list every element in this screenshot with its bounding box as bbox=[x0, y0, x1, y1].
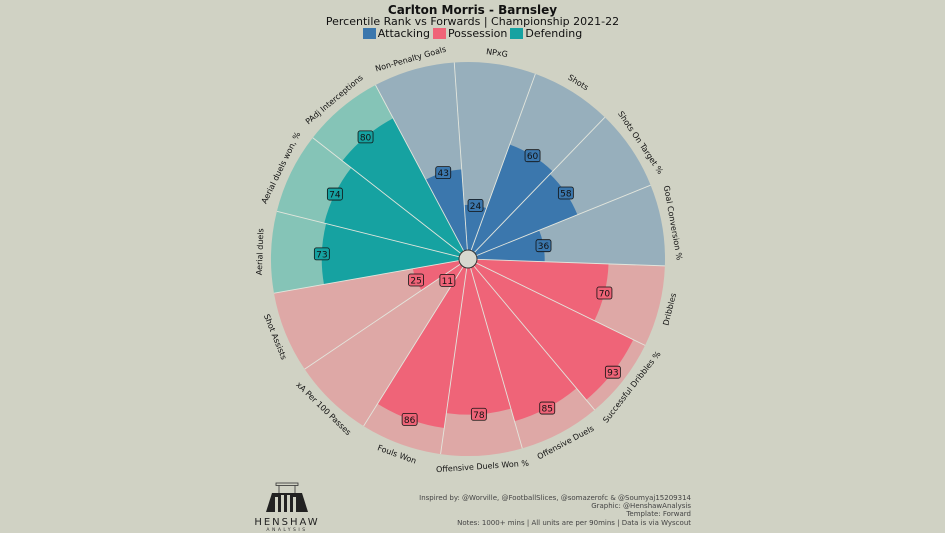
logo-sub: ANALYSIS bbox=[266, 528, 308, 533]
category-label: Aerial duels bbox=[255, 228, 266, 275]
slice-divider bbox=[473, 116, 606, 253]
slice-bar bbox=[377, 266, 467, 429]
slice-bar bbox=[464, 204, 487, 251]
value-badge bbox=[467, 199, 484, 212]
slice-bar bbox=[425, 169, 468, 252]
category-label: NPxG bbox=[486, 47, 509, 59]
logo-name: HENSHAW bbox=[254, 517, 320, 528]
category-label: Goal Conversion % bbox=[662, 185, 684, 262]
value-badge bbox=[604, 365, 621, 379]
slice-bar bbox=[473, 262, 634, 400]
value-badge bbox=[408, 273, 424, 287]
value-label: 11 bbox=[442, 277, 453, 287]
legend-label-defending: Defending bbox=[525, 27, 583, 40]
slice-bar bbox=[476, 230, 545, 262]
legend-item-possession: Possession bbox=[432, 27, 508, 40]
value-label: 70 bbox=[599, 290, 611, 300]
legend-label-attacking: Attacking bbox=[377, 27, 430, 40]
slice-divider bbox=[470, 267, 523, 449]
stadium-icon bbox=[266, 482, 308, 512]
value-label: 36 bbox=[538, 242, 550, 252]
slice-divider bbox=[273, 260, 460, 294]
legend-item-defending: Defending bbox=[510, 27, 582, 40]
value-label: 24 bbox=[470, 202, 482, 212]
value-badge bbox=[357, 130, 374, 144]
value-badge bbox=[539, 401, 556, 415]
slice-divider bbox=[304, 263, 461, 370]
slice-divider bbox=[476, 258, 665, 267]
center-circle bbox=[458, 249, 478, 269]
slice-bar bbox=[412, 260, 461, 291]
slice-divider bbox=[375, 84, 465, 252]
value-badge bbox=[326, 187, 343, 201]
category-label: Dribbles bbox=[661, 292, 678, 326]
value-badge bbox=[313, 247, 330, 261]
slice-divider bbox=[312, 137, 462, 254]
slice-bar bbox=[471, 144, 553, 253]
chart-title: Carlton Morris - Barnsley bbox=[387, 3, 558, 17]
slice-divider bbox=[476, 184, 651, 257]
value-label: 86 bbox=[404, 416, 416, 426]
value-label: 58 bbox=[560, 189, 572, 199]
credit-line: Template: Forward bbox=[626, 510, 691, 519]
value-label: 93 bbox=[607, 369, 618, 379]
value-label: 74 bbox=[329, 191, 341, 201]
value-badge bbox=[439, 273, 456, 287]
legend-label-possession: Possession bbox=[447, 27, 508, 40]
slice-divider bbox=[475, 262, 646, 346]
credits: Inspired by: @Worville, @FootballSlices,… bbox=[419, 494, 691, 527]
value-label: 43 bbox=[438, 169, 449, 179]
legend: Attacking Possession Defending bbox=[0, 27, 945, 40]
slice-bar bbox=[446, 267, 511, 415]
slice-divider bbox=[276, 210, 460, 258]
category-label: Offensive Duels Won % bbox=[436, 459, 530, 474]
value-label: 85 bbox=[542, 405, 553, 415]
slice-divider bbox=[470, 73, 536, 251]
henshaw-logo: HENSHAW ANALYSIS bbox=[252, 482, 322, 533]
value-badge bbox=[524, 149, 541, 163]
credit-line: Notes: 1000+ mins | All units are per 90… bbox=[457, 518, 691, 527]
value-label: 80 bbox=[360, 133, 372, 143]
slice-divider bbox=[440, 267, 468, 455]
slice-background bbox=[304, 264, 464, 427]
credit-line: Inspired by: @Worville, @FootballSlices,… bbox=[419, 494, 691, 502]
legend-swatch-defending bbox=[510, 28, 524, 39]
value-badge bbox=[596, 286, 613, 300]
slice-bar bbox=[321, 223, 460, 285]
legend-item-attacking: Attacking bbox=[362, 27, 430, 40]
credit-line: Graphic: @HenshawAnalysis bbox=[591, 502, 691, 511]
value-badge bbox=[557, 186, 574, 200]
slice-bar bbox=[470, 265, 577, 422]
category-label: Shots bbox=[566, 73, 590, 92]
value-badge bbox=[401, 412, 418, 426]
value-label: 73 bbox=[316, 250, 327, 260]
value-label: 60 bbox=[527, 152, 539, 162]
slice-bar bbox=[324, 167, 461, 257]
value-label: 78 bbox=[473, 411, 485, 421]
slice-background bbox=[273, 260, 461, 370]
slice-divider bbox=[453, 62, 468, 251]
slice-divider bbox=[363, 266, 464, 427]
legend-swatch-possession bbox=[432, 28, 446, 39]
slice-divider bbox=[473, 265, 595, 411]
slice-bar bbox=[474, 174, 578, 256]
slice-bar bbox=[342, 118, 464, 254]
value-label: 25 bbox=[410, 276, 421, 286]
legend-swatch-attacking bbox=[362, 28, 376, 39]
slice-bar bbox=[476, 259, 609, 321]
chart-subtitle: Percentile Rank vs Forwards | Championsh… bbox=[325, 15, 620, 28]
value-badge bbox=[435, 166, 452, 180]
value-badge bbox=[535, 239, 552, 253]
value-badge bbox=[470, 407, 487, 421]
